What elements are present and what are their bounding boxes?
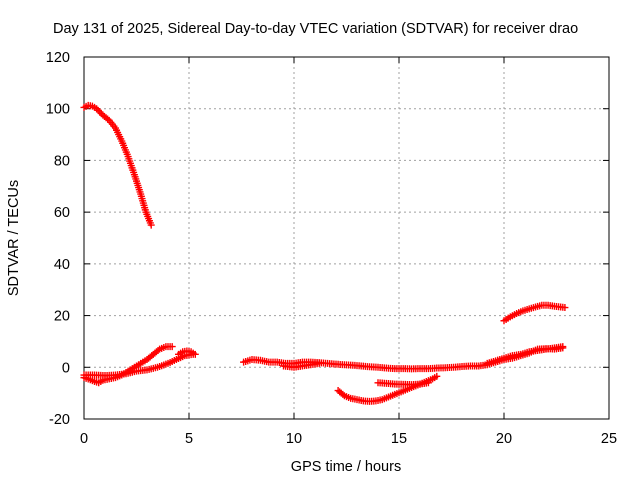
x-tick-label: 20 [496,431,512,447]
data-point [96,108,104,116]
data-point [94,106,102,114]
x-tick-label: 10 [286,431,302,447]
axis-ticks: 0 5 10 15 20 25 -20 0 20 40 60 80 100 120 [46,50,617,447]
y-tick-label: 120 [46,50,70,66]
x-tick-label: 15 [391,431,407,447]
y-tick-label: 100 [46,102,70,118]
y-tick-label: 80 [54,153,70,169]
data-point [154,346,162,354]
plot-frame [83,56,610,420]
data-point [191,350,199,358]
data-point [93,105,101,113]
series-arc-6 [280,359,323,371]
y-tick-label: -20 [49,412,70,428]
series-arc-10 [483,343,567,367]
x-tick-label: 25 [601,431,617,447]
series-arc-5 [240,344,567,373]
x-tick-label: 5 [185,431,193,447]
data-point [424,379,432,387]
x-tick-label: 0 [80,431,88,447]
series-arc-8 [374,379,432,389]
data-point [168,343,176,351]
series-arc-7 [334,372,441,405]
y-tick-label: 60 [54,205,70,221]
data-point [339,390,347,398]
series-arc-1 [80,101,155,229]
x-axis-label: GPS time / hours [291,459,401,475]
y-tick-label: 40 [54,257,70,273]
y-axis-label: SDTVAR / TECUs [6,180,22,296]
data-point [559,343,567,351]
data-point [315,359,323,367]
data-point [433,372,441,380]
y-tick-label: 20 [54,309,70,325]
series-arc-9 [500,301,569,325]
data-point [147,221,155,229]
data-point [561,304,569,312]
data-point [104,115,112,123]
data-points [80,101,569,405]
series-arc-4 [175,347,199,358]
y-tick-label: 0 [62,360,70,376]
chart-title: Day 131 of 2025, Sidereal Day-to-day VTE… [53,21,578,37]
